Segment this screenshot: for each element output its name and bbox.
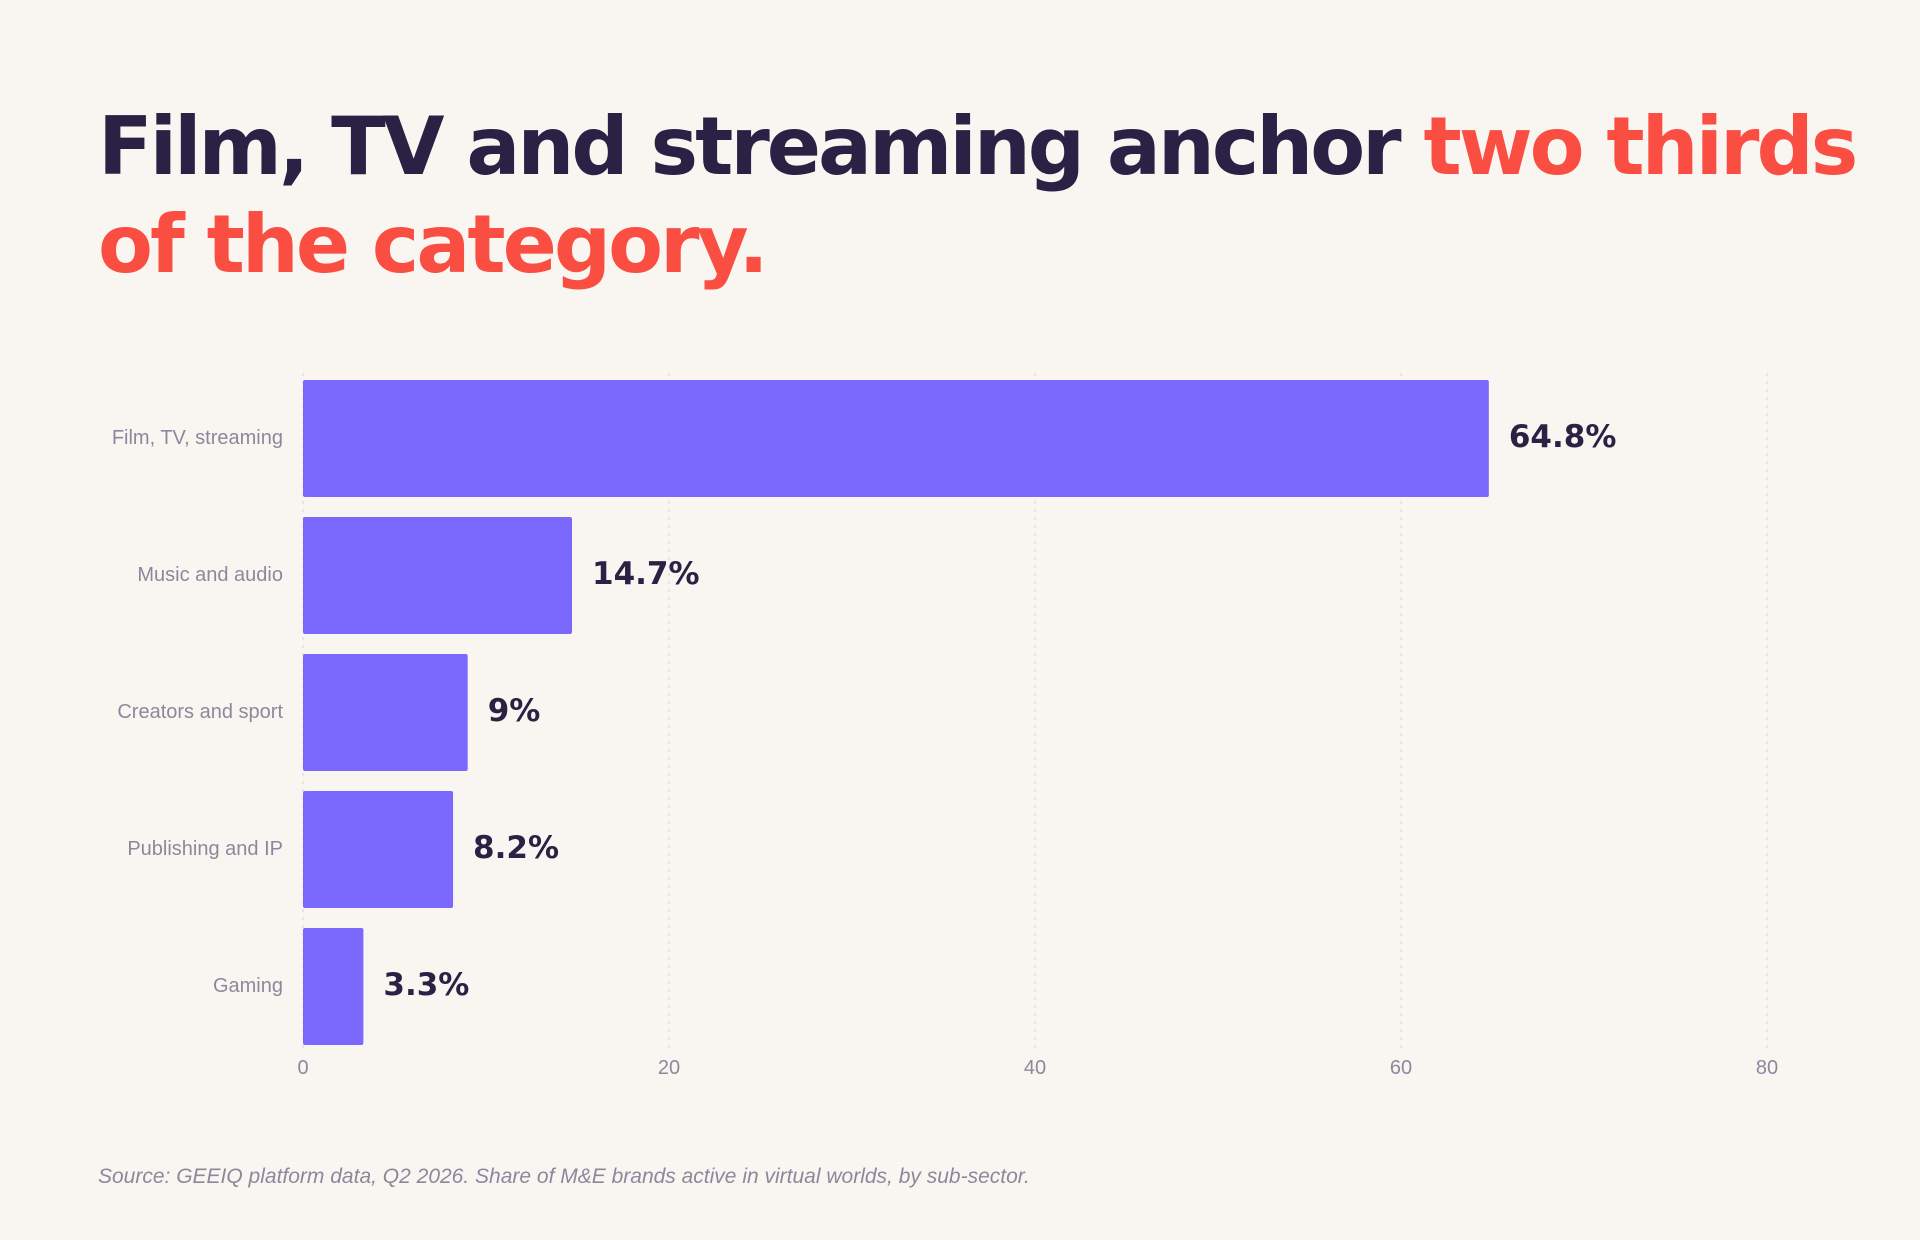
bar bbox=[303, 380, 1489, 497]
bar bbox=[303, 791, 454, 908]
x-tick-label: 60 bbox=[1390, 1057, 1412, 1079]
x-tick-label: 0 bbox=[297, 1057, 308, 1079]
x-tick-label: 20 bbox=[658, 1057, 680, 1079]
value-label: 9% bbox=[488, 693, 541, 729]
category-label: Music and audio bbox=[137, 564, 283, 586]
category-label: Creators and sport bbox=[117, 701, 283, 723]
source-note: Source: GEEIQ platform data, Q2 2026. Sh… bbox=[98, 1165, 1030, 1188]
category-label: Publishing and IP bbox=[127, 838, 283, 860]
category-label: Gaming bbox=[213, 975, 283, 997]
x-tick-label: 80 bbox=[1756, 1057, 1778, 1079]
headline-main: Film, TV and streaming anchor bbox=[98, 100, 1424, 193]
category-label: Film, TV, streaming bbox=[112, 427, 283, 449]
bar bbox=[303, 517, 573, 634]
value-label: 64.8% bbox=[1509, 419, 1617, 455]
headline-accent: two thirds of the category. bbox=[98, 100, 1858, 291]
value-label: 3.3% bbox=[383, 967, 469, 1003]
bar-chart: 0 20 40 60 80 Film, TV, streaming 64.8% Music a… bbox=[112, 373, 1778, 1079]
bar bbox=[303, 654, 468, 771]
headline: Film, TV and streaming anchor two thirds… bbox=[98, 98, 1858, 294]
value-label: 8.2% bbox=[473, 830, 559, 866]
value-label: 14.7% bbox=[592, 556, 700, 592]
x-tick-label: 40 bbox=[1024, 1057, 1046, 1079]
bar bbox=[303, 928, 364, 1045]
